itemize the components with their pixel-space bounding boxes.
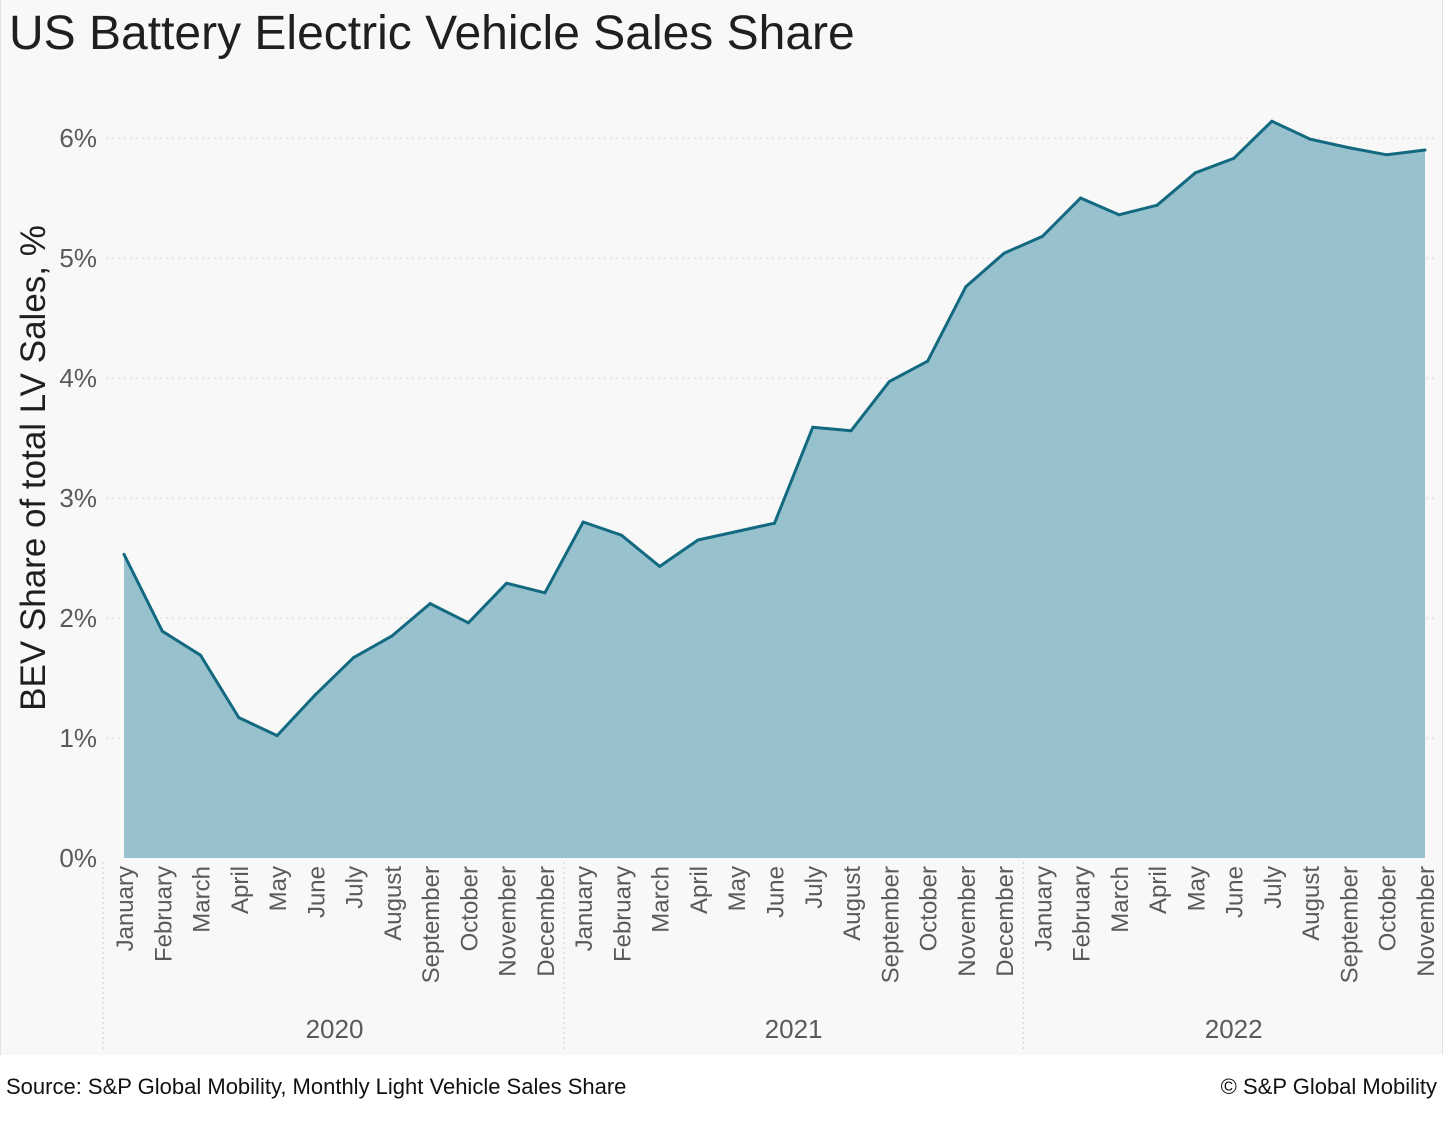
x-axis-year-groups: 2020 2021 2022: [102, 862, 1263, 1050]
x-tick-label: June: [1222, 866, 1249, 918]
x-axis-ticks: January February March April May June July Augu…: [112, 866, 1440, 984]
x-tick-label: March: [648, 866, 675, 933]
data-point: [811, 425, 815, 429]
x-tick-label: April: [686, 866, 713, 914]
chart-panel: US Battery Electric Vehicle Sales Share …: [0, 0, 1443, 1055]
y-tick-label: 2%: [59, 603, 97, 633]
y-tick-label: 6%: [59, 123, 97, 153]
data-point: [1385, 153, 1389, 157]
y-tick-label: 4%: [59, 363, 97, 393]
x-tick-label: May: [724, 866, 751, 911]
x-tick-label: November: [954, 866, 981, 977]
x-tick-label: October: [916, 866, 943, 951]
data-point: [1117, 213, 1121, 217]
data-point: [1079, 196, 1083, 200]
data-point: [1232, 156, 1236, 160]
x-tick-label: January: [112, 866, 139, 951]
data-point: [1347, 146, 1350, 150]
x-tick-label: September: [418, 866, 445, 983]
series-area: [122, 119, 1427, 858]
x-tick-label: August: [839, 866, 866, 941]
data-point: [1002, 251, 1006, 255]
copyright-note: © S&P Global Mobility: [1220, 1074, 1437, 1099]
x-tick-label: December: [992, 866, 1019, 977]
data-point: [926, 359, 930, 363]
x-tick-label: August: [380, 866, 407, 941]
x-tick-label: February: [1069, 866, 1096, 962]
data-point: [658, 564, 662, 568]
y-tick-label: 0%: [59, 843, 97, 873]
data-point: [696, 538, 700, 542]
data-point: [505, 581, 509, 585]
x-tick-label: January: [571, 866, 598, 951]
x-tick-label: October: [1375, 866, 1402, 951]
y-tick-label: 1%: [59, 723, 97, 753]
chart-title: US Battery Electric Vehicle Sales Share: [9, 7, 855, 60]
area-fill: [124, 121, 1425, 858]
x-tick-label: November: [1413, 866, 1440, 977]
data-point: [237, 716, 241, 720]
data-point: [734, 530, 738, 534]
x-tick-label: September: [877, 866, 904, 983]
x-tick-label: June: [303, 866, 330, 918]
x-tick-label: July: [1260, 866, 1287, 909]
y-axis-label: BEV Share of total LV Sales, %: [14, 225, 53, 711]
data-point: [581, 520, 585, 524]
data-point: [1040, 234, 1044, 238]
x-tick-label: January: [1030, 866, 1057, 951]
data-point: [122, 552, 126, 556]
x-tick-label: June: [763, 866, 790, 918]
data-point: [1308, 137, 1312, 141]
data-point: [887, 380, 891, 384]
data-point: [964, 285, 968, 289]
y-tick-label: 3%: [59, 483, 97, 513]
year-label: 2022: [1205, 1014, 1263, 1044]
x-tick-label: May: [1183, 866, 1210, 911]
data-point: [199, 653, 202, 657]
data-point: [849, 429, 853, 433]
x-tick-label: July: [801, 866, 828, 909]
data-point: [543, 591, 547, 595]
x-tick-label: February: [150, 866, 177, 962]
year-label: 2020: [306, 1014, 364, 1044]
source-note: Source: S&P Global Mobility, Monthly Lig…: [6, 1074, 627, 1099]
x-tick-label: May: [265, 866, 292, 911]
x-tick-label: October: [456, 866, 483, 951]
x-tick-label: November: [495, 866, 522, 977]
data-point: [619, 533, 623, 537]
data-point: [428, 602, 432, 606]
area-chart: 0% 1% 2% 3% 4% 5% 6% BEV Share of total LV Sal…: [14, 119, 1440, 1050]
data-point: [160, 629, 164, 633]
x-tick-label: February: [609, 866, 636, 962]
y-tick-label: 5%: [59, 243, 97, 273]
data-point: [1270, 119, 1274, 123]
data-point: [1423, 148, 1427, 152]
data-point: [773, 521, 776, 525]
x-tick-label: September: [1337, 866, 1364, 983]
data-point: [1193, 171, 1197, 175]
x-tick-label: March: [189, 866, 216, 933]
x-tick-label: April: [227, 866, 254, 914]
x-tick-label: December: [533, 866, 560, 977]
data-point: [1155, 203, 1159, 207]
x-tick-label: July: [342, 866, 369, 909]
y-axis-ticks: 0% 1% 2% 3% 4% 5% 6%: [59, 123, 97, 873]
year-label: 2021: [765, 1014, 823, 1044]
x-tick-label: March: [1107, 866, 1134, 933]
data-point: [313, 693, 317, 697]
data-point: [275, 734, 279, 738]
x-tick-label: August: [1298, 866, 1325, 941]
data-point: [390, 634, 394, 638]
data-point: [466, 621, 470, 625]
x-tick-label: April: [1145, 866, 1172, 914]
data-point: [352, 656, 356, 660]
